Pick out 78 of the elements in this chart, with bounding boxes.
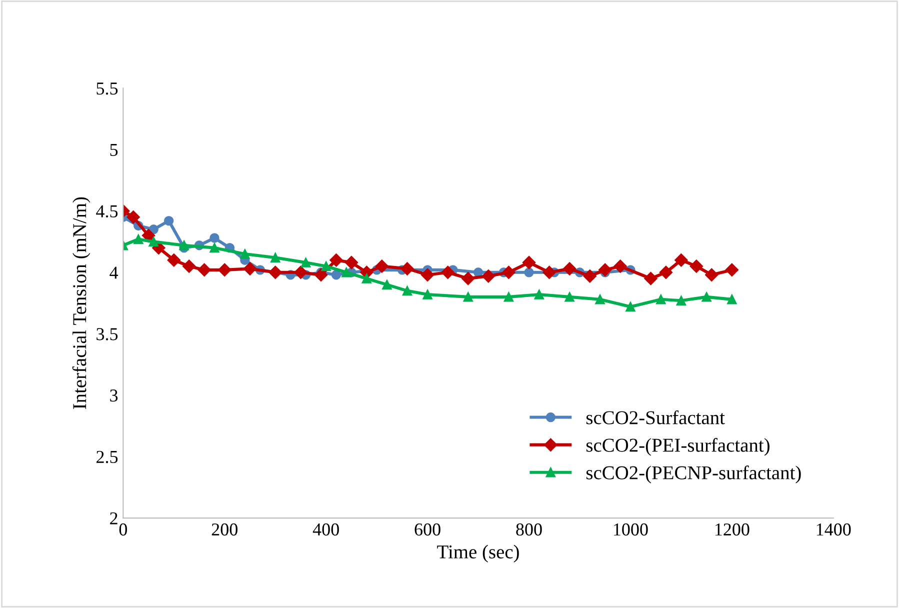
point: [126, 210, 140, 224]
point: [382, 280, 392, 290]
legend-label: scCO2-Surfactant: [586, 410, 725, 424]
point: [659, 266, 673, 279]
point: [727, 294, 737, 304]
x-tick-label: 1200: [715, 523, 750, 536]
y-tick-label: 5: [110, 144, 118, 156]
point: [402, 286, 412, 296]
point: [300, 258, 311, 268]
point: [344, 256, 358, 270]
point: [702, 292, 712, 302]
point: [362, 274, 372, 284]
point: [294, 266, 308, 279]
y-axis-title: Interfacial Tension (mN/m): [72, 197, 90, 409]
point: [690, 260, 703, 273]
point: [705, 268, 718, 282]
y-tick-label: 2: [110, 512, 118, 524]
point: [614, 260, 627, 273]
point: [598, 263, 612, 277]
point: [626, 302, 636, 312]
point: [179, 240, 189, 250]
point: [676, 296, 686, 306]
point: [524, 268, 534, 278]
point: [644, 272, 658, 286]
point: [375, 260, 388, 273]
x-axis-title: Time (sec): [437, 544, 519, 562]
point: [240, 249, 250, 259]
point: [564, 292, 574, 302]
point: [542, 266, 556, 279]
point: [441, 266, 454, 279]
legend-label: scCO2-(PECNP-surfactant): [586, 465, 801, 484]
point: [473, 268, 484, 278]
point: [198, 263, 211, 277]
point: [164, 216, 174, 226]
legend-label: scCO2-(PEI-surfactant): [586, 438, 770, 456]
point: [463, 292, 473, 302]
point: [595, 294, 605, 304]
point: [243, 262, 257, 276]
point: [674, 254, 688, 267]
point: [148, 236, 158, 247]
point: [420, 268, 434, 282]
point: [725, 263, 738, 277]
point: [270, 252, 280, 263]
point: [331, 270, 342, 280]
x-tick-label: 200: [212, 523, 238, 536]
point: [400, 262, 414, 276]
point: [502, 266, 516, 279]
y-tick-label: 2.5: [96, 450, 118, 464]
point: [656, 294, 666, 304]
x-tick-label: 1400: [816, 523, 851, 536]
x-tick-label: 800: [516, 523, 542, 536]
point: [342, 268, 352, 278]
point: [330, 254, 343, 267]
point: [134, 234, 144, 244]
x-tick-label: 1000: [614, 523, 648, 536]
point: [210, 242, 220, 253]
point: [534, 290, 544, 300]
point: [522, 256, 536, 270]
x-tick-label: 400: [312, 523, 339, 536]
point: [314, 268, 328, 282]
point: [182, 260, 196, 273]
y-tick-label: 3.5: [96, 328, 118, 340]
point: [422, 290, 432, 300]
point: [583, 269, 596, 283]
point: [482, 269, 495, 283]
point: [210, 233, 220, 243]
x-tick-label: 0: [119, 523, 127, 536]
point: [218, 263, 232, 277]
x-tick-label: 600: [414, 523, 440, 536]
y-tick-label: 4: [110, 266, 118, 279]
y-tick-label: 4.5: [96, 205, 118, 218]
point: [167, 254, 180, 267]
point: [462, 272, 475, 286]
point: [321, 261, 331, 272]
y-tick-label: 3: [110, 390, 118, 402]
y-tick-label: 5.5: [96, 82, 118, 95]
point: [562, 262, 576, 276]
point: [504, 292, 514, 302]
